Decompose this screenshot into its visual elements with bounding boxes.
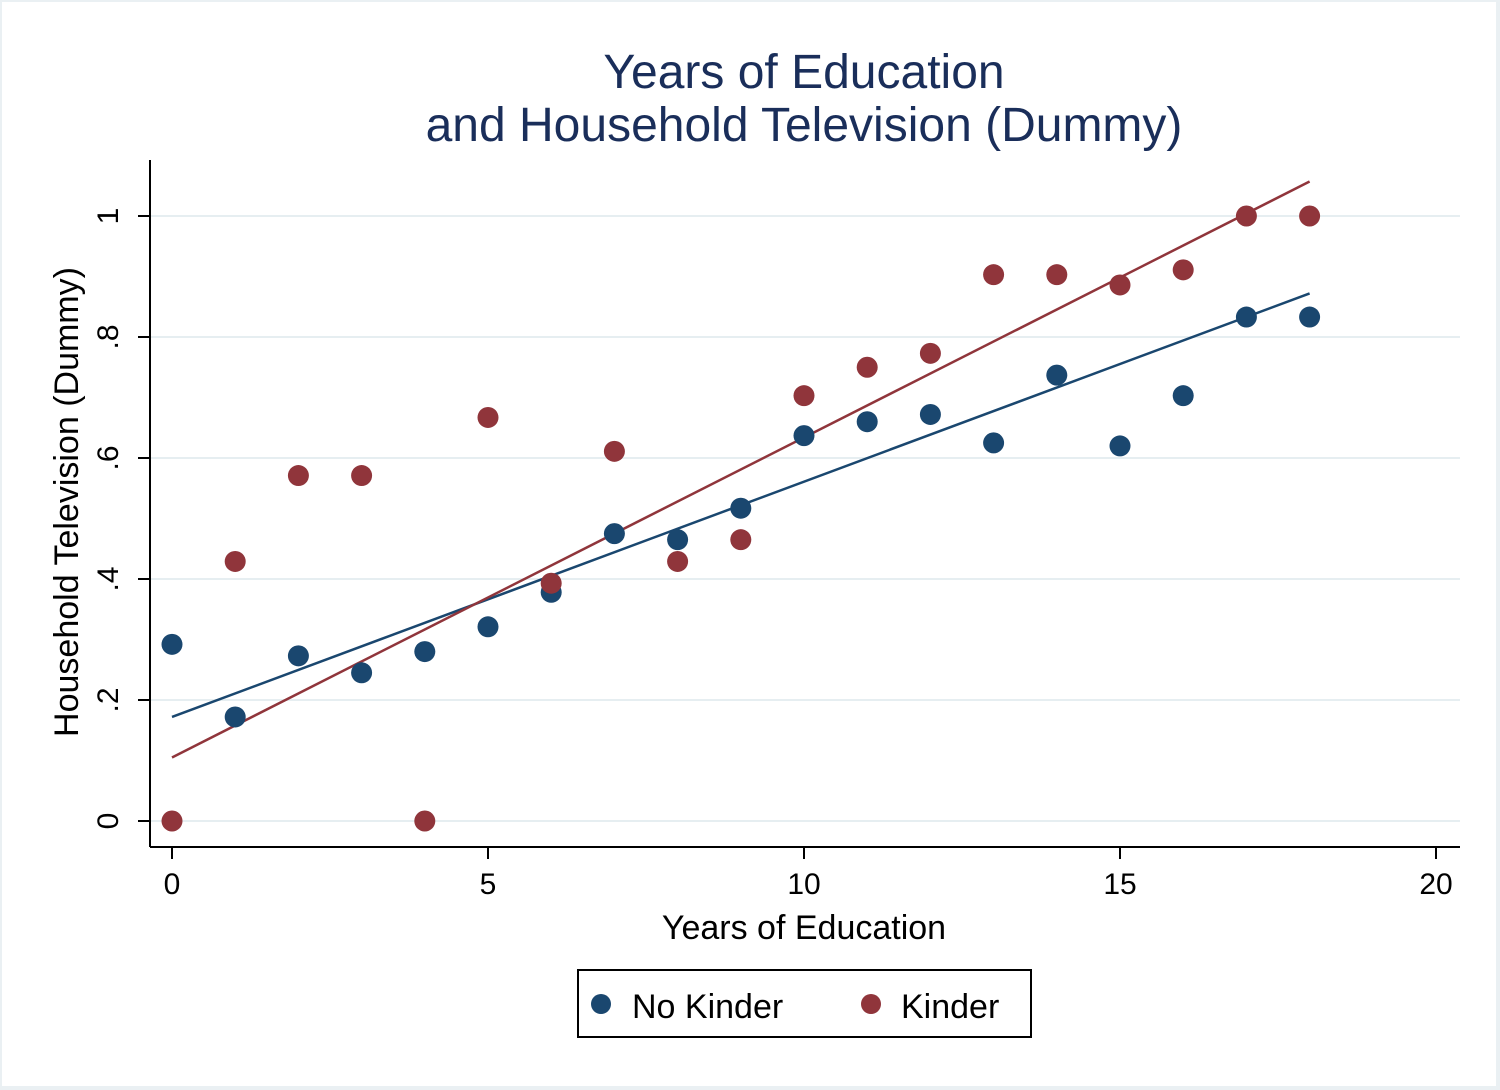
- chart-title-line-1: Years of Education: [603, 46, 1004, 99]
- point-kinder: [1172, 259, 1194, 281]
- x-tick-label: 10: [787, 868, 820, 901]
- point-kinder: [540, 572, 562, 594]
- point-no-kinder: [1172, 385, 1194, 407]
- legend-box: [577, 969, 1032, 1038]
- y-tick-label: 0: [92, 813, 125, 830]
- x-axis-label: Years of Education: [662, 909, 946, 947]
- point-kinder: [1046, 264, 1068, 286]
- point-no-kinder: [1299, 306, 1321, 328]
- point-no-kinder: [793, 425, 815, 447]
- y-tick-label: .2: [92, 687, 125, 712]
- legend: No Kinder Kinder: [577, 969, 1032, 1038]
- data-points: [161, 205, 1321, 832]
- point-kinder: [414, 810, 436, 832]
- x-tick-label: 5: [480, 868, 497, 901]
- y-tick-label: 1: [92, 208, 125, 225]
- point-kinder: [161, 810, 183, 832]
- grid: [150, 215, 1460, 822]
- point-kinder: [730, 529, 752, 551]
- point-no-kinder: [1235, 306, 1257, 328]
- fit-line-kinder: [171, 180, 1311, 759]
- point-no-kinder: [351, 662, 373, 684]
- point-no-kinder: [856, 411, 878, 433]
- point-kinder: [224, 550, 246, 572]
- y-tick-label: .6: [92, 445, 125, 470]
- point-no-kinder: [224, 706, 246, 728]
- point-kinder: [1109, 274, 1131, 296]
- x-tick-label: 0: [164, 868, 181, 901]
- point-kinder: [477, 406, 499, 428]
- point-no-kinder: [919, 403, 941, 425]
- chart-title-line-2: and Household Television (Dummy): [426, 99, 1183, 152]
- point-kinder: [603, 440, 625, 462]
- point-no-kinder: [603, 523, 625, 545]
- point-no-kinder: [1046, 364, 1068, 386]
- x-tick-label: 20: [1419, 868, 1452, 901]
- axes: 0 5 10 15 20 0 .2 .4 .6 .8 1: [92, 160, 1460, 901]
- y-tick-label: .8: [92, 324, 125, 349]
- point-no-kinder: [983, 432, 1005, 454]
- point-kinder: [856, 356, 878, 378]
- point-kinder: [919, 342, 941, 364]
- legend-label-no-kinder: No Kinder: [632, 988, 783, 1026]
- point-kinder: [793, 385, 815, 407]
- legend-marker-no-kinder: [591, 994, 611, 1014]
- y-axis-label: Household Television (Dummy): [48, 267, 86, 737]
- point-no-kinder: [730, 497, 752, 519]
- point-no-kinder: [287, 645, 309, 667]
- point-kinder: [287, 465, 309, 487]
- point-kinder: [667, 550, 689, 572]
- point-no-kinder: [1109, 435, 1131, 457]
- point-no-kinder: [667, 529, 689, 551]
- point-no-kinder: [161, 633, 183, 655]
- point-no-kinder: [477, 616, 499, 638]
- fit-lines: [171, 180, 1311, 759]
- point-no-kinder: [414, 641, 436, 663]
- point-kinder: [983, 264, 1005, 286]
- point-kinder: [351, 465, 373, 487]
- x-tick-label: 15: [1103, 868, 1136, 901]
- legend-label-kinder: Kinder: [901, 988, 999, 1026]
- point-kinder: [1235, 205, 1257, 227]
- y-tick-label: .4: [92, 566, 125, 591]
- point-kinder: [1299, 205, 1321, 227]
- legend-marker-kinder: [861, 994, 881, 1014]
